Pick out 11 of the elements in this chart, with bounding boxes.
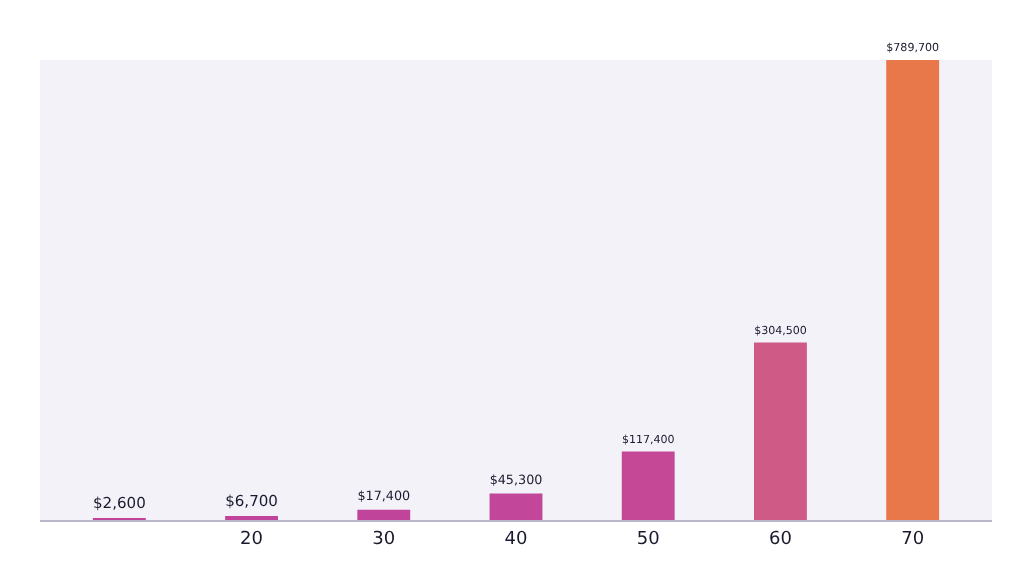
bar xyxy=(754,342,807,520)
bar xyxy=(886,60,940,520)
x-tick-label: 50 xyxy=(636,529,661,550)
x-tick-label: 20 xyxy=(240,529,264,550)
x-tick-label: 60 xyxy=(768,529,793,550)
x-tick-label: 40 xyxy=(504,529,528,550)
bar xyxy=(489,493,543,520)
bar xyxy=(621,451,675,520)
x-tick-label: 70 xyxy=(901,529,925,550)
bar xyxy=(357,509,411,520)
x-tick-label: 30 xyxy=(372,529,396,550)
